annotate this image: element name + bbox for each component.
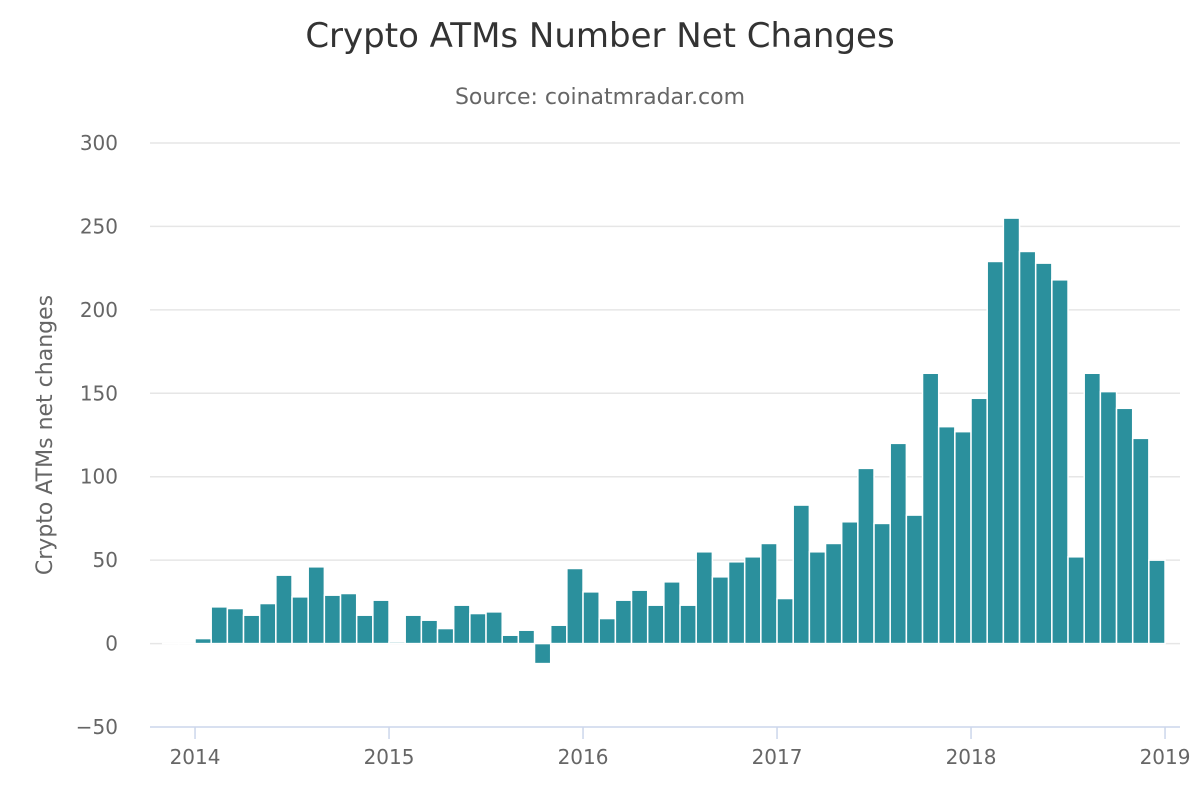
bar [1099,390,1118,645]
bar [404,614,423,645]
bar [258,602,277,645]
y-tick-label: −50 [76,715,118,739]
bar [905,514,924,645]
x-tick-label: 2017 [752,745,803,769]
x-tick-label: 2014 [170,745,221,769]
bar [921,372,940,645]
bar [517,629,536,645]
bar [840,521,859,645]
bar [727,561,746,645]
bar [646,604,665,645]
y-tick-label: 300 [80,131,118,155]
x-tick-label: 2018 [946,745,997,769]
bar [776,597,794,645]
x-tick-label: 2019 [1140,745,1191,769]
bar [970,397,988,645]
bar [792,504,811,645]
bar [307,566,326,645]
chart-subtitle: Source: coinatmradar.com [455,85,745,110]
bar [582,591,600,645]
bar [598,617,617,645]
gridlines [150,142,1180,645]
bar [339,592,358,645]
bar [760,542,778,645]
bar [1083,372,1102,645]
bar [614,599,633,645]
bar [485,611,503,645]
bar [549,624,568,645]
bar [808,551,827,645]
y-tick-label: 100 [80,465,118,489]
x-tick-label: 2015 [364,745,415,769]
bar [566,567,584,645]
y-tick-label: 50 [93,548,118,572]
bar [630,589,649,645]
bar [743,556,762,645]
bar [420,619,439,645]
bar [889,442,908,645]
bar [242,614,261,645]
bar [1148,559,1166,645]
bar [986,260,1005,645]
bar [1131,437,1150,645]
bar [501,634,520,645]
bar [711,576,730,645]
bar [291,596,309,645]
bar [857,467,875,645]
bar [452,604,471,645]
x-tick-label: 2016 [558,745,609,769]
bar [1034,262,1053,645]
bar [436,627,455,645]
bar [1115,407,1134,645]
bar [210,606,229,645]
bar [1067,556,1085,645]
bar [388,641,406,645]
bars [161,217,1166,665]
bar [954,430,972,645]
bar [226,607,245,645]
bar [824,542,843,645]
bar [873,522,891,645]
bar [1051,279,1069,645]
y-tick-label: 0 [105,632,118,656]
x-axis: 2014 2015 2016 2017 2018 2019 [150,726,1191,769]
bar [355,614,374,645]
y-tick-label: 150 [80,381,118,405]
bar [1018,250,1037,645]
bar [372,599,390,645]
bar [275,574,293,645]
bar [695,551,714,645]
bar [663,581,681,645]
bar [533,642,552,665]
bar [323,594,342,645]
y-axis-label: Crypto ATMs net changes [33,295,58,575]
bar [679,604,697,645]
chart-title: Crypto ATMs Number Net Changes [305,16,894,56]
bar [1002,217,1021,645]
bar [937,425,956,645]
bar [469,612,487,645]
y-axis: −50 0 50 100 150 200 250 300 [76,131,118,739]
y-tick-label: 200 [80,298,118,322]
bar [194,637,212,645]
y-tick-label: 250 [80,214,118,238]
